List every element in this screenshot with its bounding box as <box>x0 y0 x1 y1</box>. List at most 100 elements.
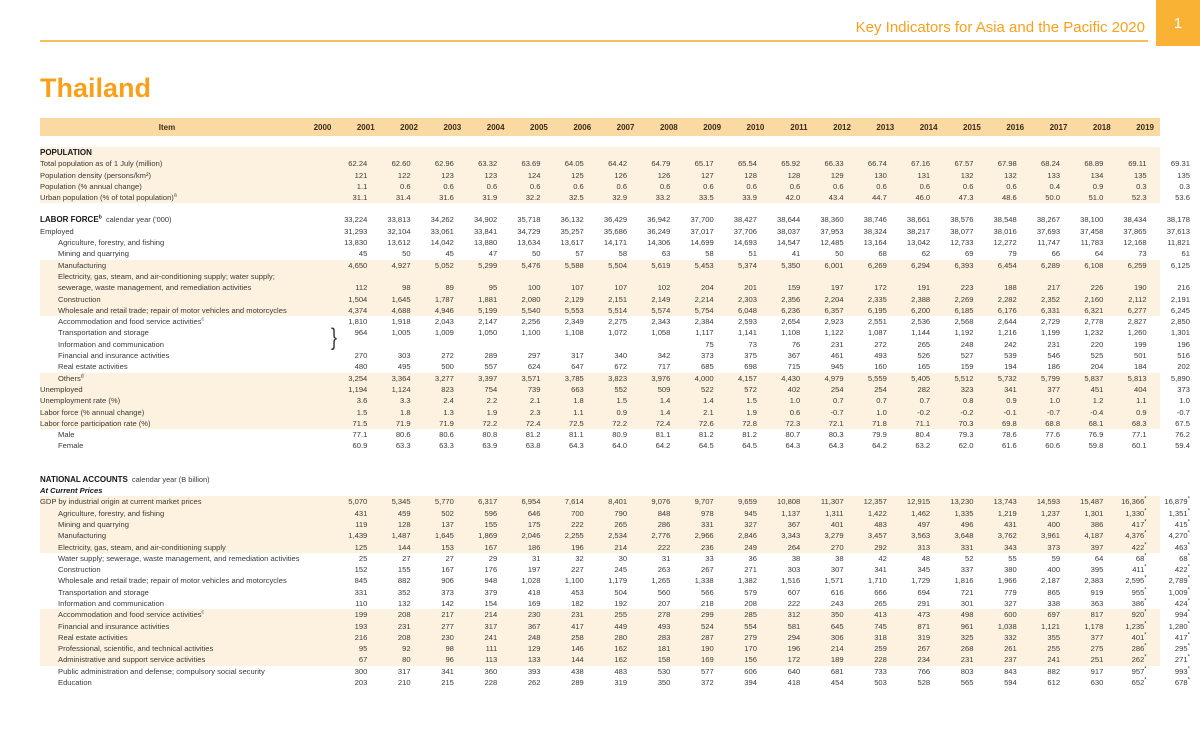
value-cell: 2,923 <box>824 317 844 327</box>
value-cell: 14,547 <box>777 238 801 248</box>
value-cell: 906 <box>441 576 454 586</box>
value-cell: 318 <box>874 632 887 642</box>
table-row: Information and communication 75 73 76 231 27… <box>40 339 1190 350</box>
value-cell: 1,117 <box>695 328 714 338</box>
row-label: Urban population (% of total population)… <box>40 192 177 203</box>
value-cell: 271 <box>744 565 757 575</box>
value-cell: 1,192 <box>954 328 974 338</box>
value-cell: 1,108 <box>564 328 584 338</box>
value-cell: 123 <box>484 170 498 180</box>
value-cell: 945 <box>830 362 844 372</box>
value-cell: 395 <box>1090 565 1104 575</box>
value-cell: 1,280* <box>1168 621 1190 631</box>
value-cell: 2,191 <box>1170 294 1190 304</box>
value-cell: 295* <box>1174 643 1190 654</box>
value-cell: 64.5 <box>698 441 714 451</box>
value-cell: 3,785 <box>564 373 584 383</box>
value-cell: 2,776 <box>651 531 671 541</box>
value-cell: 36,942 <box>647 215 671 225</box>
value-cell: 6,269 <box>867 260 887 270</box>
value-cell: 5,732 <box>997 373 1017 383</box>
value-cell: 63.69 <box>521 159 541 169</box>
value-cell: 216 <box>354 632 368 642</box>
value-cell: 58 <box>705 249 714 259</box>
value-cell: 265 <box>917 339 931 349</box>
value-cell: 125 <box>571 170 584 180</box>
value-cell: 64.0 <box>612 441 628 451</box>
value-cell: 2,595* <box>1125 575 1147 586</box>
row-label: Manufacturing <box>58 260 107 270</box>
value-cell: -0.7 <box>1046 407 1061 417</box>
value-cell: 190 <box>701 644 714 654</box>
value-cell: 267 <box>701 565 714 575</box>
value-cell: 504 <box>614 587 628 597</box>
value-cell: 418 <box>527 587 541 597</box>
year-column-header: 2008 <box>659 122 678 132</box>
section-gap <box>40 136 1160 147</box>
value-cell: 14,693 <box>733 238 757 248</box>
table-body: POPULATION Total population as of 1 July … <box>40 136 1190 688</box>
value-cell: 25 <box>358 553 368 563</box>
value-cell: 37,953 <box>820 226 844 236</box>
value-cell: 415* <box>1174 519 1190 529</box>
value-cell: 6,048 <box>737 305 757 315</box>
value-cell: 1,301 <box>1084 508 1104 518</box>
value-cell: 417* <box>1174 632 1190 642</box>
value-cell: 204 <box>701 283 714 293</box>
value-cell: 68.24 <box>1041 159 1061 169</box>
row-label: Agriculture, forestry, and fishing <box>58 508 165 518</box>
value-cell: 645 <box>830 621 844 631</box>
value-cell: 363 <box>1090 598 1104 608</box>
value-cell: 5,574 <box>651 305 671 315</box>
row-label: Unemployment rate (%) <box>40 396 121 406</box>
value-cell: 3,648 <box>954 531 974 541</box>
value-cell: 2,129 <box>564 294 584 304</box>
value-cell: 5,837 <box>1084 373 1104 383</box>
value-cell: 32.9 <box>612 193 628 203</box>
value-cell: 5,559 <box>867 373 887 383</box>
value-cell: 1,881 <box>478 294 498 304</box>
value-cell: 36,132 <box>560 215 584 225</box>
value-cell: 13,230 <box>950 497 974 507</box>
value-cell: 345 <box>917 565 931 575</box>
value-cell: 6,236 <box>781 305 801 315</box>
value-cell: 1,058 <box>651 328 671 338</box>
value-cell: 0.7 <box>833 396 844 406</box>
table-row: Male 77.1 80.6 80.6 80.8 81.2 81.1 80.9 81.1 81.2… <box>40 429 1190 440</box>
year-column-header: 2012 <box>833 122 851 132</box>
value-cell: 526 <box>917 351 931 361</box>
value-cell: 50 <box>835 249 844 259</box>
value-cell: -0.7 <box>830 407 844 417</box>
value-cell: 12,485 <box>820 238 844 248</box>
value-cell: 53.6 <box>1175 193 1190 203</box>
value-cell: 0.6 <box>746 181 757 191</box>
value-cell: 0.6 <box>443 181 454 191</box>
value-cell: 367 <box>527 621 541 631</box>
row-label: Information and communication <box>58 598 164 608</box>
value-cell: 68.1 <box>1088 418 1104 428</box>
value-cell: 217 <box>1047 283 1061 293</box>
value-cell: 2,846 <box>737 531 757 541</box>
value-cell: 265 <box>874 598 887 608</box>
value-cell: 62.60 <box>391 159 411 169</box>
value-cell: 31,293 <box>344 226 368 236</box>
value-cell: 66.33 <box>824 159 844 169</box>
value-cell: 31 <box>661 553 671 563</box>
value-cell: 61.6 <box>1001 441 1017 451</box>
row-label: Real estate activities <box>58 362 128 372</box>
value-cell: 64 <box>1094 249 1104 259</box>
value-cell: 341 <box>441 666 454 676</box>
value-cell: 1,710 <box>867 576 887 586</box>
value-cell: 271* <box>1174 654 1190 665</box>
value-cell: 1,645 <box>391 294 411 304</box>
value-cell: 13,880 <box>473 238 498 248</box>
row-label: Mining and quarrying <box>58 519 129 529</box>
section-title: POPULATION <box>40 148 92 157</box>
value-cell: 697 <box>1047 610 1061 620</box>
value-cell: 162 <box>614 644 628 654</box>
value-cell: -0.1 <box>1003 407 1017 417</box>
value-cell: 301 <box>960 598 974 608</box>
value-cell: 264 <box>787 542 801 552</box>
value-cell: 64.3 <box>569 441 584 451</box>
value-cell: 502 <box>441 508 454 518</box>
